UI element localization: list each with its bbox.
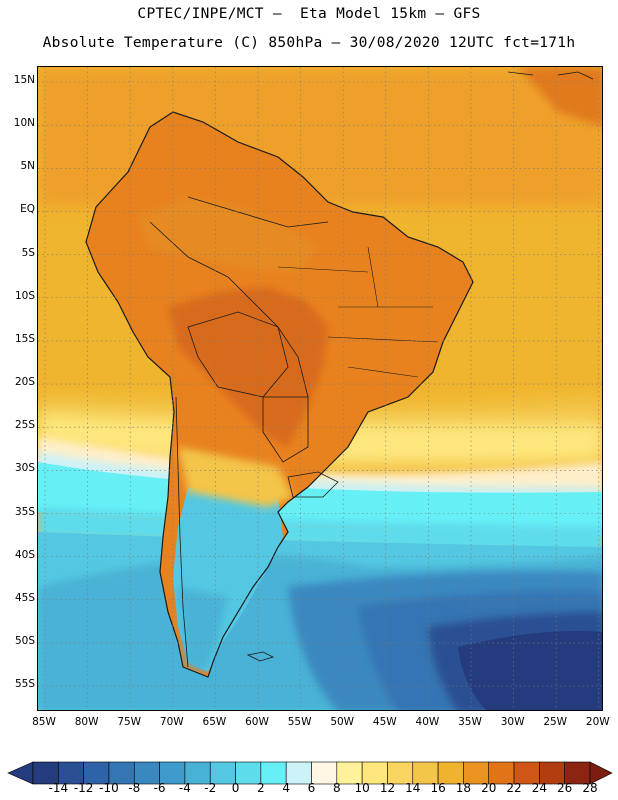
colorbar-label: 0	[231, 781, 240, 795]
lon-label: 30W	[500, 716, 525, 728]
colorbar-label: 28	[582, 781, 598, 795]
colorbar-label: -2	[204, 781, 217, 795]
lon-label: 70W	[159, 716, 184, 728]
colorbar-underflow-triangle	[7, 761, 34, 785]
lat-label: 20S	[14, 376, 35, 389]
temperature-map	[37, 66, 603, 711]
colorbar-label: 24	[531, 781, 547, 795]
lat-label: 40S	[14, 548, 35, 561]
colorbar-label: -4	[178, 781, 191, 795]
lat-label: 50S	[14, 634, 35, 647]
land-central-band	[178, 447, 293, 507]
lon-label: 40W	[415, 716, 440, 728]
colorbar-label: -10	[99, 781, 119, 795]
border-brazil-west	[149, 221, 309, 398]
colorbar-label: 14	[405, 781, 421, 795]
lon-label: 35W	[458, 716, 482, 728]
lat-label: 45S	[14, 591, 35, 604]
lat-label: 5N	[20, 160, 35, 173]
colorbar-label: 10	[354, 781, 370, 795]
land-hot-core	[168, 287, 328, 447]
lat-label: 25S	[14, 419, 35, 432]
coastline	[85, 111, 474, 678]
lon-label: 25W	[543, 716, 568, 728]
lon-label: 55W	[287, 716, 312, 728]
colorbar-label: 4	[282, 781, 290, 795]
colorbar-label: -14	[48, 781, 69, 795]
map-canvas	[38, 67, 602, 710]
colorbar-label: -8	[128, 781, 141, 795]
lon-label: 75W	[117, 716, 142, 728]
lat-label: 35S	[14, 505, 35, 518]
colorbar-label: -12	[73, 781, 94, 795]
border-bolivia	[187, 311, 289, 398]
chart-title-line2: Absolute Temperature (C) 850hPa – 30/08/…	[42, 35, 576, 51]
border-brazil-north	[187, 196, 329, 228]
colorbar-label: 16	[430, 781, 446, 795]
lon-label: 45W	[372, 716, 397, 728]
lon-label: 60W	[245, 716, 269, 728]
lat-label: 30S	[14, 462, 35, 475]
colorbar-label: 26	[557, 781, 573, 795]
colorbar-overflow-triangle	[589, 761, 613, 785]
colorbar-label: 20	[481, 781, 497, 795]
lon-label: 85W	[32, 716, 56, 728]
lat-label: 10S	[14, 289, 35, 302]
lat-label: 5S	[21, 246, 35, 259]
lon-label: 65W	[202, 716, 227, 728]
lat-label: 15S	[14, 332, 35, 345]
lat-label: 55S	[14, 678, 35, 691]
lat-label: 10N	[13, 117, 35, 130]
colorbar	[7, 761, 613, 785]
colorbar-label: 18	[455, 781, 472, 795]
band-minus14	[458, 631, 602, 710]
caribbean-islands	[507, 71, 594, 80]
border-uruguay	[287, 471, 339, 498]
lat-label: EQ	[20, 203, 35, 216]
lon-label: 80W	[74, 716, 99, 728]
border-argentina-chile	[175, 396, 189, 668]
land-amazon-cool	[138, 197, 318, 272]
colorbar-label: 6	[307, 781, 316, 795]
colorbar-label: 8	[332, 781, 341, 795]
lon-label: 50W	[330, 716, 355, 728]
colorbar-label: 2	[257, 781, 265, 795]
lat-label: 15N	[13, 74, 35, 86]
colorbar-label: -6	[153, 781, 166, 795]
colorbar-label: 22	[506, 781, 522, 795]
colorbar-label: 12	[379, 781, 396, 795]
chart-title-line1: CPTEC/INPE/MCT – Eta Model 15km – GFS	[137, 6, 481, 22]
lon-label: 20W	[585, 716, 610, 728]
